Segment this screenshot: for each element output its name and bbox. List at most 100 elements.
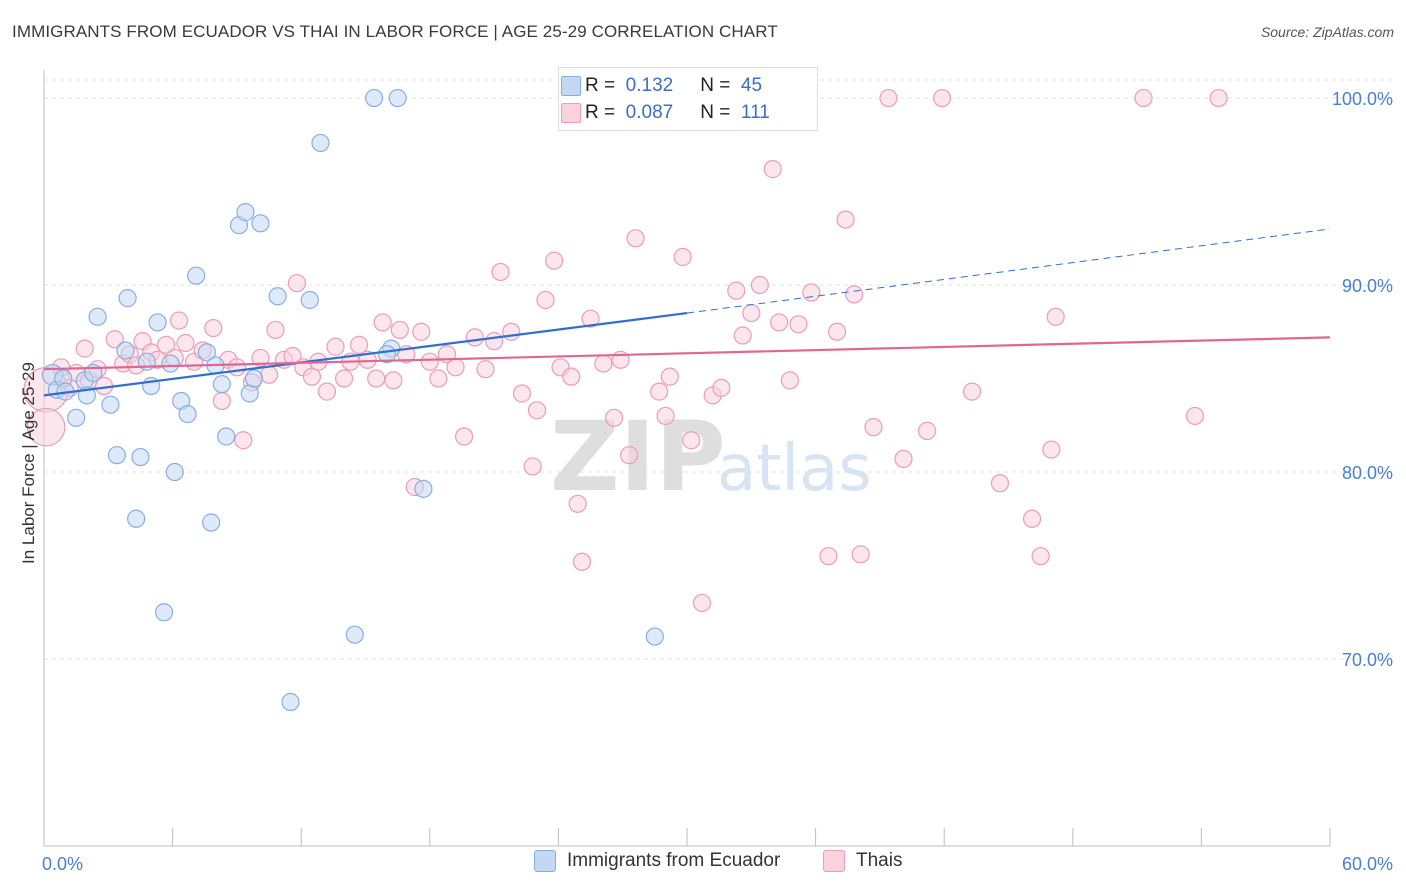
ecuador-point xyxy=(268,287,287,306)
ecuador-point xyxy=(154,603,174,622)
thai-point xyxy=(733,326,752,345)
ecuador-point xyxy=(187,266,206,285)
thai-point xyxy=(491,262,510,282)
r-label: R = xyxy=(585,102,616,123)
watermark-atlas: atlas xyxy=(717,432,872,506)
thai-legend-swatch xyxy=(823,850,845,872)
thai-point xyxy=(454,427,474,446)
labels-layer: 70.0% 80.0% 90.0% 100.0% 0.0% 60.0% In Labor F… xyxy=(19,89,1393,874)
thai-point xyxy=(802,283,821,302)
thai-point xyxy=(879,88,898,108)
thai-point xyxy=(750,275,769,295)
ecuador-point xyxy=(217,427,236,446)
ecuador-point xyxy=(131,447,150,467)
ecuador-point xyxy=(300,290,319,310)
chart-title: IMMIGRANTS FROM ECUADOR VS THAI IN LABOR… xyxy=(12,22,778,41)
thai-point xyxy=(429,369,448,388)
ecuador-trend-line xyxy=(43,311,688,397)
ecuador-point xyxy=(345,625,364,644)
ecuador-point xyxy=(311,133,330,153)
thai-point xyxy=(287,274,307,293)
thai-point xyxy=(572,552,592,571)
thai-point xyxy=(763,160,782,179)
thai-point xyxy=(465,328,484,347)
thai-point xyxy=(990,474,1010,493)
thai-point xyxy=(594,354,613,373)
ecuador-point xyxy=(364,88,384,108)
stats-legend-row-thai: R = 0.087 N = 111 xyxy=(561,100,770,126)
thai-point xyxy=(1042,440,1061,459)
thai-point xyxy=(660,367,679,386)
ecuador-point xyxy=(240,384,259,403)
ecuador-point xyxy=(236,203,255,222)
thai-point xyxy=(1046,307,1065,326)
ecuador-point xyxy=(251,214,270,233)
thai-point xyxy=(851,545,870,564)
y-tick-label: 70.0% xyxy=(1342,650,1393,670)
thai-point xyxy=(105,330,124,349)
ecuador-trend-extension xyxy=(686,228,1331,314)
trend-layer xyxy=(43,228,1331,397)
thai-point xyxy=(204,318,223,338)
thai-point xyxy=(605,408,624,427)
thai-point xyxy=(390,320,409,340)
legend-label-thai: Thais xyxy=(856,850,903,871)
ecuador-point xyxy=(67,408,86,427)
thai-point xyxy=(656,406,675,426)
r-label: R = xyxy=(585,75,616,96)
thai-point xyxy=(932,88,952,108)
thai-point xyxy=(259,365,279,384)
thai-point xyxy=(864,418,883,437)
n-value: 111 xyxy=(740,102,770,123)
thai-point xyxy=(523,457,542,476)
thai-point xyxy=(485,332,504,351)
thai-point xyxy=(770,313,789,332)
thai-point xyxy=(75,339,94,358)
thai-point xyxy=(545,251,564,270)
ecuador-point xyxy=(107,446,126,465)
thai-point xyxy=(894,449,913,469)
ecuador-point xyxy=(202,513,221,532)
thai-point xyxy=(512,384,532,403)
thai-point xyxy=(536,290,555,310)
y-tick-label: 80.0% xyxy=(1342,463,1393,483)
axes-layer xyxy=(43,70,1331,847)
thai-point xyxy=(727,281,746,300)
thai-point xyxy=(227,358,246,377)
thai-point xyxy=(502,322,521,341)
thai-point xyxy=(650,382,669,401)
legend-label-ecuador: Immigrants from Ecuador xyxy=(567,850,781,871)
ecuador-point xyxy=(388,88,407,108)
n-value: 45 xyxy=(740,75,763,96)
ecuador-swatch xyxy=(561,76,581,96)
thai-point xyxy=(326,337,345,356)
thai-point xyxy=(620,446,639,465)
thai-point xyxy=(176,333,195,353)
thai-point xyxy=(682,431,701,450)
ecuador-point xyxy=(414,479,433,498)
thai-point xyxy=(251,348,270,368)
watermark: ZIP atlas xyxy=(550,401,872,513)
thai-point xyxy=(626,229,645,248)
legend-item-thai[interactable]: Thais xyxy=(823,850,902,872)
thai-point xyxy=(212,391,231,411)
r-value: 0.087 xyxy=(625,102,674,123)
thai-trend-line xyxy=(43,336,1331,371)
thai-point xyxy=(1209,88,1228,108)
ecuador-point xyxy=(645,627,664,646)
thai-point xyxy=(1031,547,1050,566)
thai-point xyxy=(349,335,369,354)
thai-point xyxy=(384,371,403,390)
r-value: 0.132 xyxy=(625,75,674,96)
thai-point xyxy=(1185,406,1205,426)
thai-point xyxy=(527,401,547,420)
y-axis-label: In Labor Force | Age 25-29 xyxy=(19,362,38,564)
thai-point xyxy=(917,421,937,440)
thai-point xyxy=(962,382,982,401)
thai-point xyxy=(317,382,337,401)
thai-point xyxy=(157,335,176,354)
ecuador-point xyxy=(161,354,180,373)
ecuador-point xyxy=(197,343,216,362)
x-tick-label-max: 60.0% xyxy=(1342,854,1393,874)
legend-item-ecuador[interactable]: Immigrants from Ecuador xyxy=(534,850,780,872)
